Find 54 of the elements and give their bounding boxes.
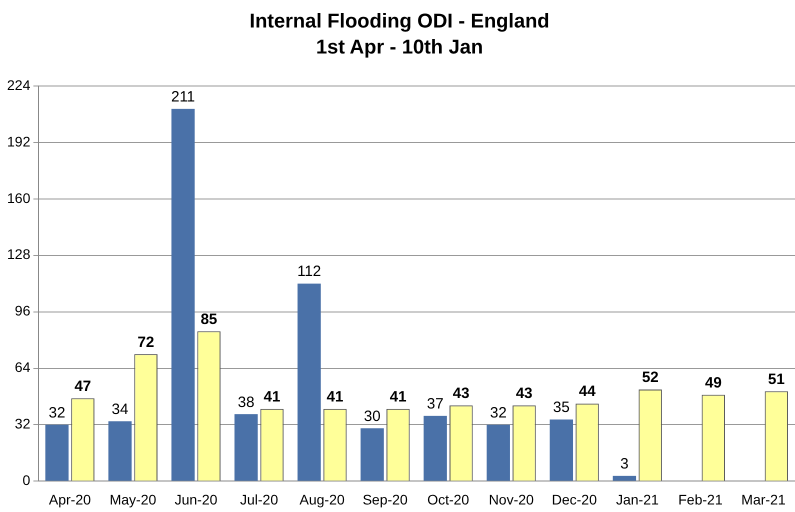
bar xyxy=(612,476,636,481)
y-tick-label: 32 xyxy=(14,416,31,432)
y-tick-label: 64 xyxy=(14,359,31,376)
data-label: 72 xyxy=(138,334,154,351)
y-tick-label: 0 xyxy=(22,472,31,488)
bar xyxy=(45,424,69,481)
x-tick-label: Jul-20 xyxy=(240,491,278,508)
chart-title: Internal Flooding ODI - England xyxy=(250,10,550,33)
data-label: 44 xyxy=(578,383,596,400)
data-label: 51 xyxy=(768,370,785,388)
x-tick-label: Nov-20 xyxy=(488,491,534,508)
data-label: 47 xyxy=(74,378,92,395)
x-tick-label: Jan-21 xyxy=(616,491,659,508)
x-tick-label: Feb-21 xyxy=(678,491,723,508)
data-label: 32 xyxy=(48,404,66,422)
y-tick-label: 160 xyxy=(7,190,31,206)
data-label: 37 xyxy=(426,396,444,413)
data-label: 52 xyxy=(642,369,659,386)
bar xyxy=(108,421,132,481)
data-label: 211 xyxy=(171,88,196,106)
data-label: 41 xyxy=(264,388,280,406)
data-label: 38 xyxy=(238,394,254,411)
bar xyxy=(424,416,447,481)
data-label: 85 xyxy=(200,310,218,328)
data-label: 35 xyxy=(553,399,570,416)
data-label: 32 xyxy=(490,404,507,422)
data-label: 3 xyxy=(620,456,629,473)
data-label: 41 xyxy=(326,388,344,406)
data-label: 112 xyxy=(297,263,322,280)
y-tick-label: 224 xyxy=(7,76,31,93)
data-label: 49 xyxy=(705,374,722,392)
bar xyxy=(234,414,258,481)
x-tick-label: Dec-20 xyxy=(552,491,598,508)
y-tick-label: 192 xyxy=(7,133,31,150)
bar xyxy=(171,108,195,481)
data-label: 34 xyxy=(112,400,128,418)
y-tick-label: 96 xyxy=(14,302,31,319)
x-tick-label: Mar-21 xyxy=(741,491,786,508)
x-tick-label: May-20 xyxy=(110,491,156,508)
x-tick-label: Oct-20 xyxy=(427,491,470,508)
x-tick-label: Sep-20 xyxy=(362,491,408,508)
data-label: 43 xyxy=(516,384,533,402)
chart-subtitle: 1st Apr - 10th Jan xyxy=(316,36,484,59)
x-tick-label: Jun-20 xyxy=(174,491,218,508)
data-label: 43 xyxy=(452,384,470,402)
y-tick-label: 128 xyxy=(7,246,31,262)
bar xyxy=(298,284,321,481)
bar xyxy=(486,424,510,481)
x-tick-label: Apr-20 xyxy=(48,491,92,508)
x-tick-label: Aug-20 xyxy=(300,491,345,508)
data-label: 30 xyxy=(364,408,381,425)
bar xyxy=(360,428,384,481)
data-label: 41 xyxy=(390,388,406,406)
bar xyxy=(550,419,574,481)
